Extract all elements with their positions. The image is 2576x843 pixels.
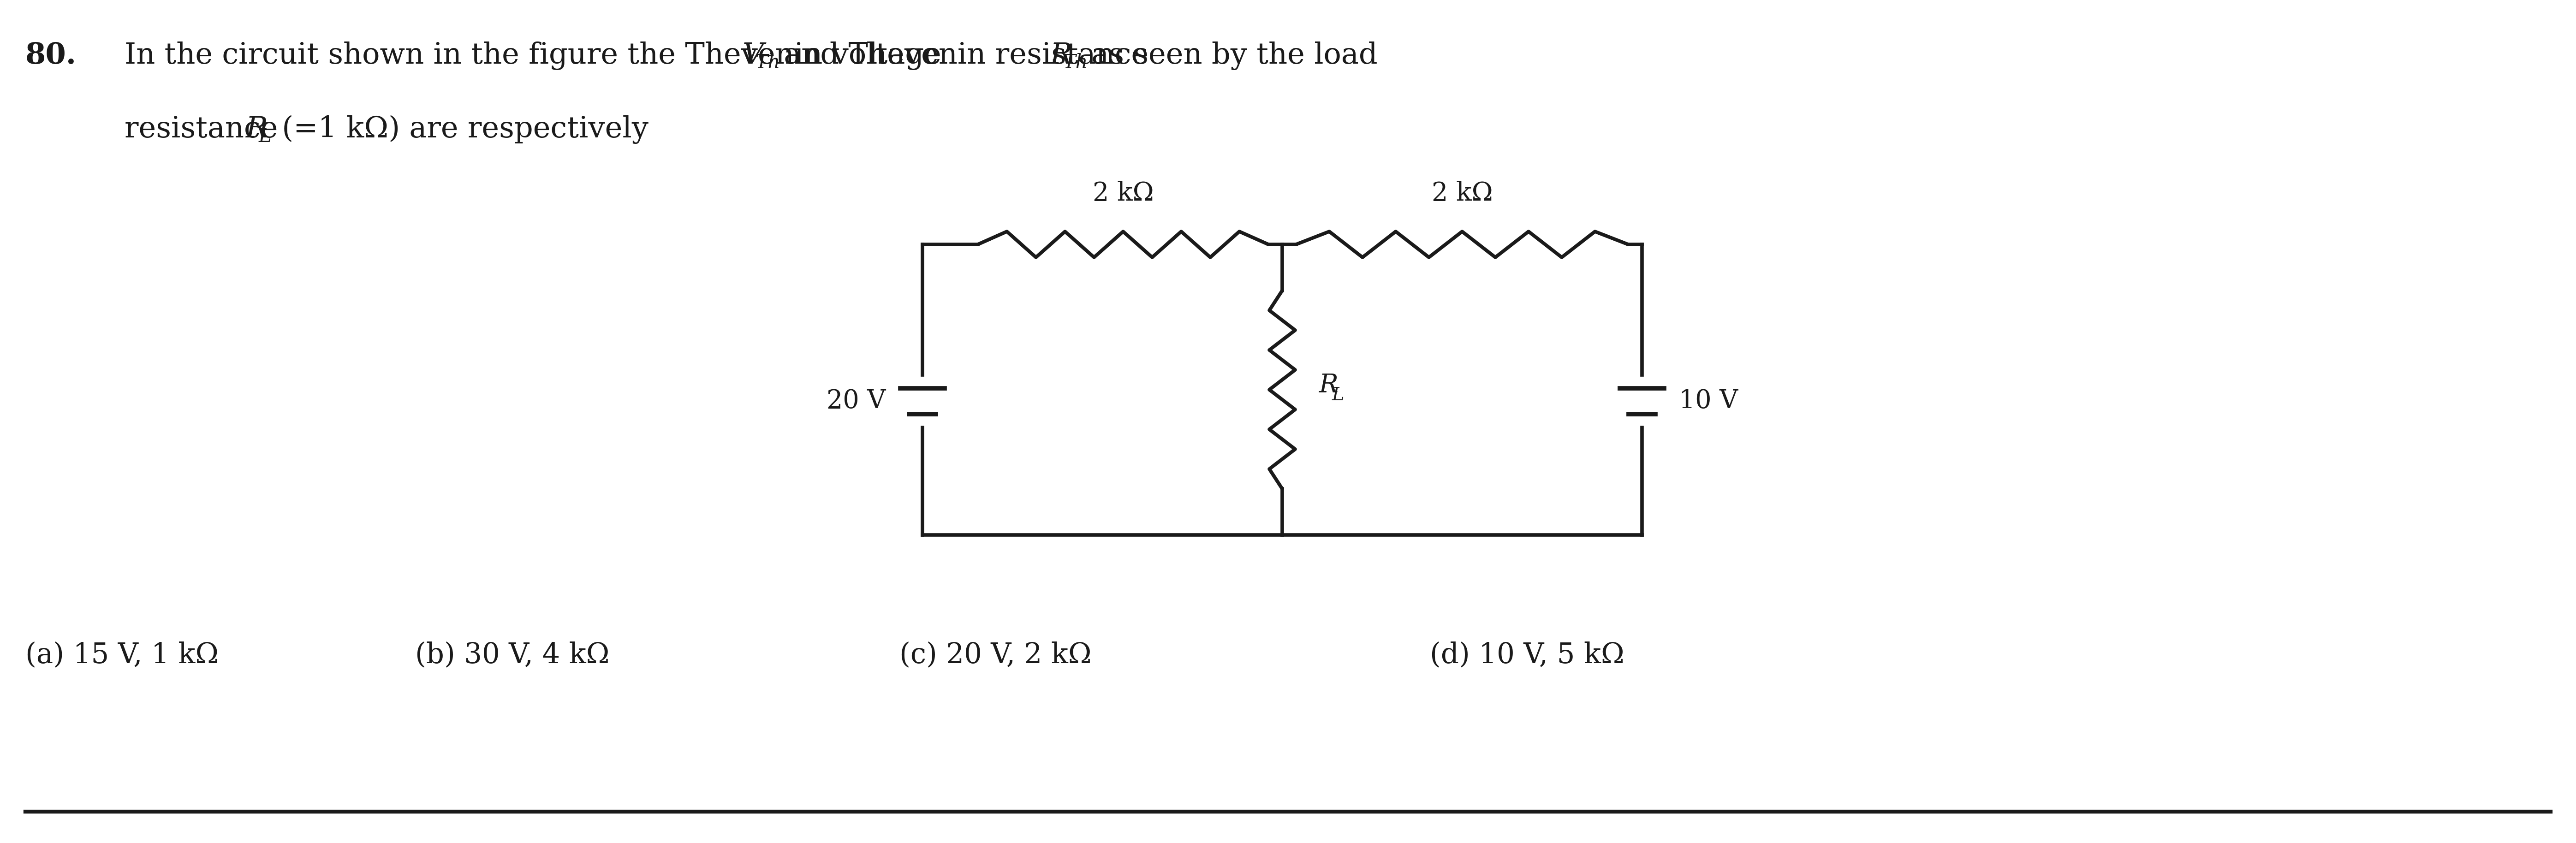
Text: L: L	[1332, 387, 1345, 404]
Text: R: R	[1051, 41, 1072, 70]
Text: 2 kΩ: 2 kΩ	[1432, 181, 1492, 207]
Text: and Thevenin resistance: and Thevenin resistance	[775, 41, 1157, 70]
Text: Th: Th	[1064, 53, 1087, 72]
Text: (a) 15 V, 1 kΩ: (a) 15 V, 1 kΩ	[26, 641, 219, 668]
Text: (b) 30 V, 4 kΩ: (b) 30 V, 4 kΩ	[415, 641, 611, 668]
Text: (c) 20 V, 2 kΩ: (c) 20 V, 2 kΩ	[899, 641, 1092, 668]
Text: 10 V: 10 V	[1680, 389, 1739, 414]
Text: R: R	[245, 115, 268, 143]
Text: as seen by the load: as seen by the load	[1082, 41, 1378, 70]
Text: Th: Th	[755, 53, 781, 72]
Text: L: L	[258, 127, 270, 147]
Text: 20 V: 20 V	[827, 389, 886, 414]
Text: In the circuit shown in the figure the Thevenin voltage: In the circuit shown in the figure the T…	[124, 41, 951, 70]
Text: V: V	[742, 41, 762, 70]
Text: 2 kΩ: 2 kΩ	[1092, 181, 1154, 207]
Text: R: R	[1319, 373, 1340, 398]
Text: 80.: 80.	[26, 41, 77, 70]
Text: resistance: resistance	[124, 115, 289, 143]
Text: (=1 kΩ) are respectively: (=1 kΩ) are respectively	[273, 115, 649, 144]
Text: (d) 10 V, 5 kΩ: (d) 10 V, 5 kΩ	[1430, 641, 1625, 668]
